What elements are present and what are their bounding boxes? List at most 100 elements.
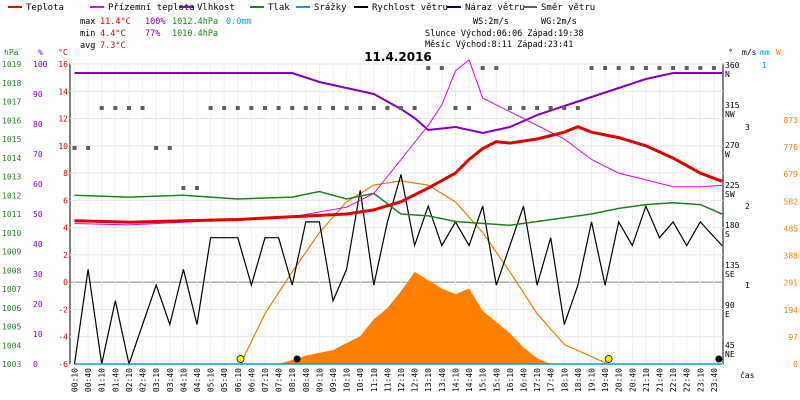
sunrise-marker <box>236 355 245 363</box>
dir-tick-deg: 360 <box>725 61 740 70</box>
deg-unit: °C <box>58 48 68 57</box>
avg-label: avg <box>80 41 95 51</box>
legend-item: Vlhkost <box>179 3 235 13</box>
dir-tick-name: SE <box>725 270 735 279</box>
legend-item: Tlak <box>250 3 290 13</box>
hpa-tick-label: 1018 <box>2 79 21 88</box>
legend-item: Přízemní teplota <box>90 3 195 13</box>
wind-direction-point <box>657 66 662 70</box>
legend-item: Srážky <box>296 3 347 13</box>
wind-direction-point <box>521 106 526 110</box>
rad-tick-label: 388 <box>784 252 799 261</box>
pct-tick-label: 100 <box>33 60 48 69</box>
axis-units: hPa % °C ° m/s mm W <box>4 48 781 57</box>
sun-times: Slunce Východ:06:06 Západ:19:38 <box>425 29 584 39</box>
hpa-tick-label: 1012 <box>2 191 21 200</box>
wind-direction-point <box>399 106 404 110</box>
time-tick-label: 13:10 <box>424 368 433 392</box>
pct-tick-label: 0 <box>33 360 38 369</box>
time-tick-label: 18:40 <box>574 368 583 392</box>
time-tick-label: 19:40 <box>601 368 610 392</box>
max-humidity: 100% <box>145 17 165 27</box>
hpa-unit: hPa <box>4 48 19 57</box>
dir-tick-name: W <box>725 150 730 159</box>
wind-direction-point <box>426 66 431 70</box>
hpa-tick-label: 1017 <box>2 98 21 107</box>
wind-tick-label: 2 <box>745 202 750 211</box>
time-tick-label: 14:40 <box>465 368 474 392</box>
pressure-line <box>74 190 723 227</box>
wind-direction-point <box>290 106 295 110</box>
hpa-tick-label: 1003 <box>2 360 21 369</box>
hpa-tick-label: 1008 <box>2 266 21 275</box>
wind-direction-point <box>507 106 512 110</box>
max-pressure: 1012.4hPa <box>172 17 218 27</box>
wind-direction-point <box>113 106 118 110</box>
temp-tick-label: 4 <box>63 224 68 233</box>
time-tick-label: 12:40 <box>411 368 420 392</box>
time-tick-label: 07:40 <box>275 368 284 392</box>
wind-direction-point <box>535 106 540 110</box>
wind-direction-point <box>480 66 485 70</box>
time-tick-label: 04:40 <box>193 368 202 392</box>
legend-label: Náraz větru <box>465 3 525 13</box>
rad-tick-label: 485 <box>784 224 799 233</box>
time-tick-label: 09:10 <box>315 368 324 392</box>
rad-tick-label: 679 <box>784 170 799 179</box>
dir-tick-name: SW <box>725 190 735 199</box>
time-tick-label: 05:40 <box>220 368 229 392</box>
wind-direction-point <box>344 106 349 110</box>
wind-gust-stat: WG:2m/s <box>541 17 577 27</box>
wind-speed-line <box>73 174 723 367</box>
dir-tick-deg: 45 <box>725 341 735 350</box>
wind-direction-point <box>643 66 648 70</box>
temp-tick-label: 6 <box>63 196 68 205</box>
wind-direction-point <box>671 66 676 70</box>
time-tick-label: 03:40 <box>166 368 175 392</box>
hpa-tick-label: 1011 <box>2 210 21 219</box>
legend-item: Teplota <box>8 3 64 13</box>
rad-tick-label: 0 <box>793 360 798 369</box>
dir-unit: ° <box>728 48 733 57</box>
wind-direction-point <box>194 186 199 190</box>
wind-direction-point <box>331 106 336 110</box>
hpa-tick-label: 1006 <box>2 304 21 313</box>
mm-tick-label: 1 <box>762 61 767 70</box>
pct-tick-label: 60 <box>33 180 43 189</box>
time-tick-label: 17:10 <box>533 368 542 392</box>
max-label: max <box>80 17 95 27</box>
time-tick-label: 07:10 <box>261 368 270 392</box>
time-tick-label: 23:40 <box>710 368 719 392</box>
time-tick-label: 14:10 <box>451 368 460 392</box>
time-tick-label: 21:40 <box>656 368 665 392</box>
wind-direction-point <box>494 66 499 70</box>
time-tick-label: 08:40 <box>302 368 311 392</box>
rad-tick-label: 776 <box>784 143 799 152</box>
wind-direction-point <box>453 106 458 110</box>
temp-tick-label: -6 <box>58 360 68 369</box>
min-temp: 4.4°C <box>100 29 126 39</box>
wind-direction-point <box>616 66 621 70</box>
legend-item: Směr větru <box>523 3 595 13</box>
pct-tick-label: 20 <box>33 300 43 309</box>
dir-tick-deg: 135 <box>725 261 740 270</box>
temp-tick-label: 0 <box>63 278 68 287</box>
time-tick-label: 05:10 <box>207 368 216 392</box>
time-tick-label: 19:10 <box>587 368 596 392</box>
stats: max 11.4°C 100% 1012.4hPa 0.0mm min 4.4°… <box>80 17 584 51</box>
dir-tick-name: N <box>725 70 730 79</box>
legend-label: Směr větru <box>541 3 595 13</box>
dir-tick-name: NW <box>725 110 735 119</box>
legend-label: Přízemní teplota <box>108 3 195 13</box>
rad-tick-label: 291 <box>784 279 799 288</box>
wind-direction-point <box>262 106 267 110</box>
pct-tick-label: 30 <box>33 270 43 279</box>
dir-tick-deg: 90 <box>725 301 735 310</box>
time-axis-label: čas <box>740 370 755 380</box>
wind-direction-point <box>575 106 580 110</box>
time-tick-label: 04:10 <box>179 368 188 392</box>
time-tick-label: 20:40 <box>628 368 637 392</box>
hpa-tick-label: 1007 <box>2 285 21 294</box>
dir-tick-deg: 270 <box>725 141 740 150</box>
